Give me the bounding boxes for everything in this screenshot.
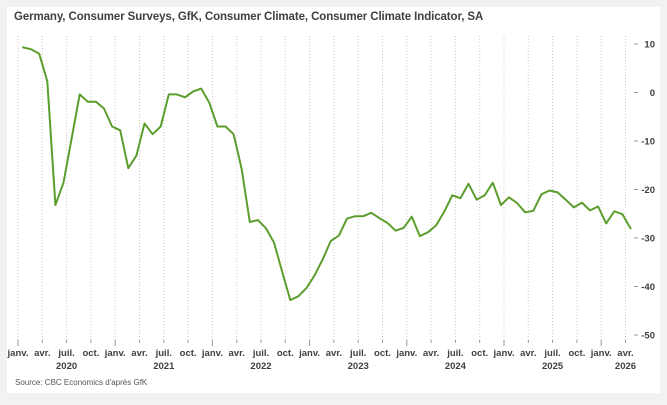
x-year-label: 2020 [56,361,77,372]
x-tick-label: janv. [7,348,29,359]
x-tick-label: avr. [423,348,439,359]
x-tick-label: juil. [543,348,560,359]
x-tick-label: oct. [82,348,99,359]
x-tick-label: janv. [493,348,515,359]
x-tick-label: avr. [617,348,633,359]
y-tick-label: -10 [641,137,655,148]
x-tick-label: janv. [395,348,417,359]
x-axis: janv. avr. juil. 2020 oct. janv. avr. juil. 2021… [7,340,636,372]
x-tick-label: janv. [104,348,126,359]
x-tick-label: oct. [180,348,197,359]
x-year-label: 2022 [250,361,271,372]
x-tick-label: janv. [298,348,320,359]
x-tick-label: avr. [520,348,536,359]
series-group [22,46,632,302]
x-year-label: 2026 [615,361,636,372]
x-year-label: 2025 [542,361,564,372]
x-tick-label: juil. [349,348,366,359]
x-year-label: 2023 [348,361,369,372]
x-tick-label: janv. [590,348,612,359]
chart-panel [7,7,660,393]
x-year-label: 2021 [153,361,175,372]
y-axis: 10 0 -10 -20 -30 -40 -50 [634,40,655,342]
source-note: Source: CBC Economics d'après GfK [15,378,148,387]
gridlines [17,36,626,340]
x-tick-label: avr. [229,348,245,359]
x-year-label: 2024 [445,361,467,372]
x-tick-label: juil. [155,348,172,359]
y-tick-label: 0 [650,88,655,99]
chart-title: Germany, Consumer Surveys, GfK, Consumer… [14,11,484,23]
x-tick-label: janv. [201,348,223,359]
y-tick-label: -30 [641,234,655,245]
x-tick-label: juil. [446,348,463,359]
x-tick-label: oct. [471,348,488,359]
y-tick-label: -50 [641,331,655,342]
x-tick-label: avr. [131,348,147,359]
x-tick-label: oct. [568,348,585,359]
x-tick-label: avr. [34,348,50,359]
series-line [22,46,632,302]
x-tick-label: oct. [374,348,391,359]
y-tick-label: -20 [641,185,655,196]
y-tick-label: -40 [641,282,655,293]
x-tick-label: avr. [326,348,342,359]
y-tick-label: 10 [644,40,655,51]
x-tick-label: oct. [277,348,294,359]
x-tick-label: juil. [57,348,74,359]
x-tick-label: juil. [252,348,269,359]
